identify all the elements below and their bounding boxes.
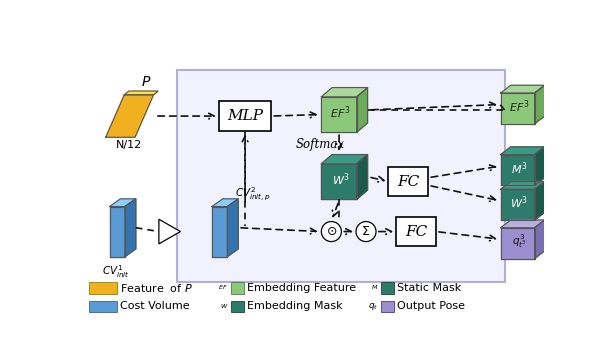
Text: $CV^2_{init,p}$: $CV^2_{init,p}$: [235, 185, 271, 203]
Text: FC: FC: [398, 174, 419, 189]
FancyBboxPatch shape: [388, 167, 428, 196]
Text: $EF^3$: $EF^3$: [330, 105, 351, 121]
Text: MLP: MLP: [227, 109, 263, 123]
Polygon shape: [501, 228, 534, 258]
Polygon shape: [110, 199, 136, 206]
Text: $\odot$: $\odot$: [325, 225, 337, 238]
FancyBboxPatch shape: [89, 301, 116, 312]
Text: $_{W}$: $_{W}$: [219, 302, 228, 311]
Text: Embedding Feature: Embedding Feature: [247, 283, 356, 293]
Polygon shape: [501, 155, 534, 185]
FancyBboxPatch shape: [396, 217, 436, 246]
Text: $P$: $P$: [141, 75, 152, 90]
FancyBboxPatch shape: [231, 301, 244, 312]
FancyBboxPatch shape: [381, 301, 394, 312]
Circle shape: [356, 222, 376, 242]
Text: $q_t$: $q_t$: [368, 301, 378, 312]
Text: $_{M}$: $_{M}$: [371, 283, 378, 292]
FancyBboxPatch shape: [381, 282, 394, 294]
FancyBboxPatch shape: [219, 102, 271, 131]
Polygon shape: [212, 199, 238, 206]
Polygon shape: [227, 199, 238, 257]
Text: Output Pose: Output Pose: [397, 301, 465, 311]
FancyBboxPatch shape: [89, 282, 116, 294]
FancyBboxPatch shape: [178, 70, 505, 282]
Polygon shape: [357, 155, 368, 199]
Polygon shape: [534, 220, 545, 258]
Polygon shape: [159, 219, 181, 244]
Polygon shape: [212, 206, 227, 257]
Polygon shape: [534, 85, 545, 124]
Text: Feature  of $P$: Feature of $P$: [119, 282, 193, 294]
Polygon shape: [501, 189, 534, 220]
Polygon shape: [321, 164, 357, 199]
Text: $W^3$: $W^3$: [331, 172, 350, 188]
Polygon shape: [501, 220, 545, 228]
Text: $M^3$: $M^3$: [511, 160, 528, 177]
Polygon shape: [125, 199, 136, 257]
Text: $\Sigma$: $\Sigma$: [361, 225, 371, 238]
Polygon shape: [501, 93, 534, 124]
Polygon shape: [357, 88, 368, 132]
Text: $q^3_{t^3}$: $q^3_{t^3}$: [512, 233, 527, 250]
Text: $W^3$: $W^3$: [510, 195, 528, 211]
Polygon shape: [501, 182, 545, 189]
Polygon shape: [321, 155, 368, 164]
Polygon shape: [321, 88, 368, 97]
Polygon shape: [501, 147, 545, 155]
Text: FC: FC: [405, 225, 427, 238]
Text: Static Mask: Static Mask: [397, 283, 461, 293]
Polygon shape: [110, 206, 125, 257]
Polygon shape: [534, 182, 545, 220]
Text: Embedding Mask: Embedding Mask: [247, 301, 342, 311]
Text: N/12: N/12: [116, 139, 142, 150]
Polygon shape: [124, 91, 158, 95]
Text: Softmax: Softmax: [296, 138, 345, 151]
Polygon shape: [534, 147, 545, 185]
Polygon shape: [501, 85, 545, 93]
Text: $CV^1_{init}$: $CV^1_{init}$: [102, 263, 130, 280]
Polygon shape: [106, 95, 153, 137]
Polygon shape: [321, 97, 357, 132]
Circle shape: [321, 222, 341, 242]
Text: $_{EF}$: $_{EF}$: [218, 283, 228, 292]
Text: $EF^3$: $EF^3$: [509, 99, 530, 115]
FancyBboxPatch shape: [231, 282, 244, 294]
Text: Cost Volume: Cost Volume: [119, 301, 189, 311]
